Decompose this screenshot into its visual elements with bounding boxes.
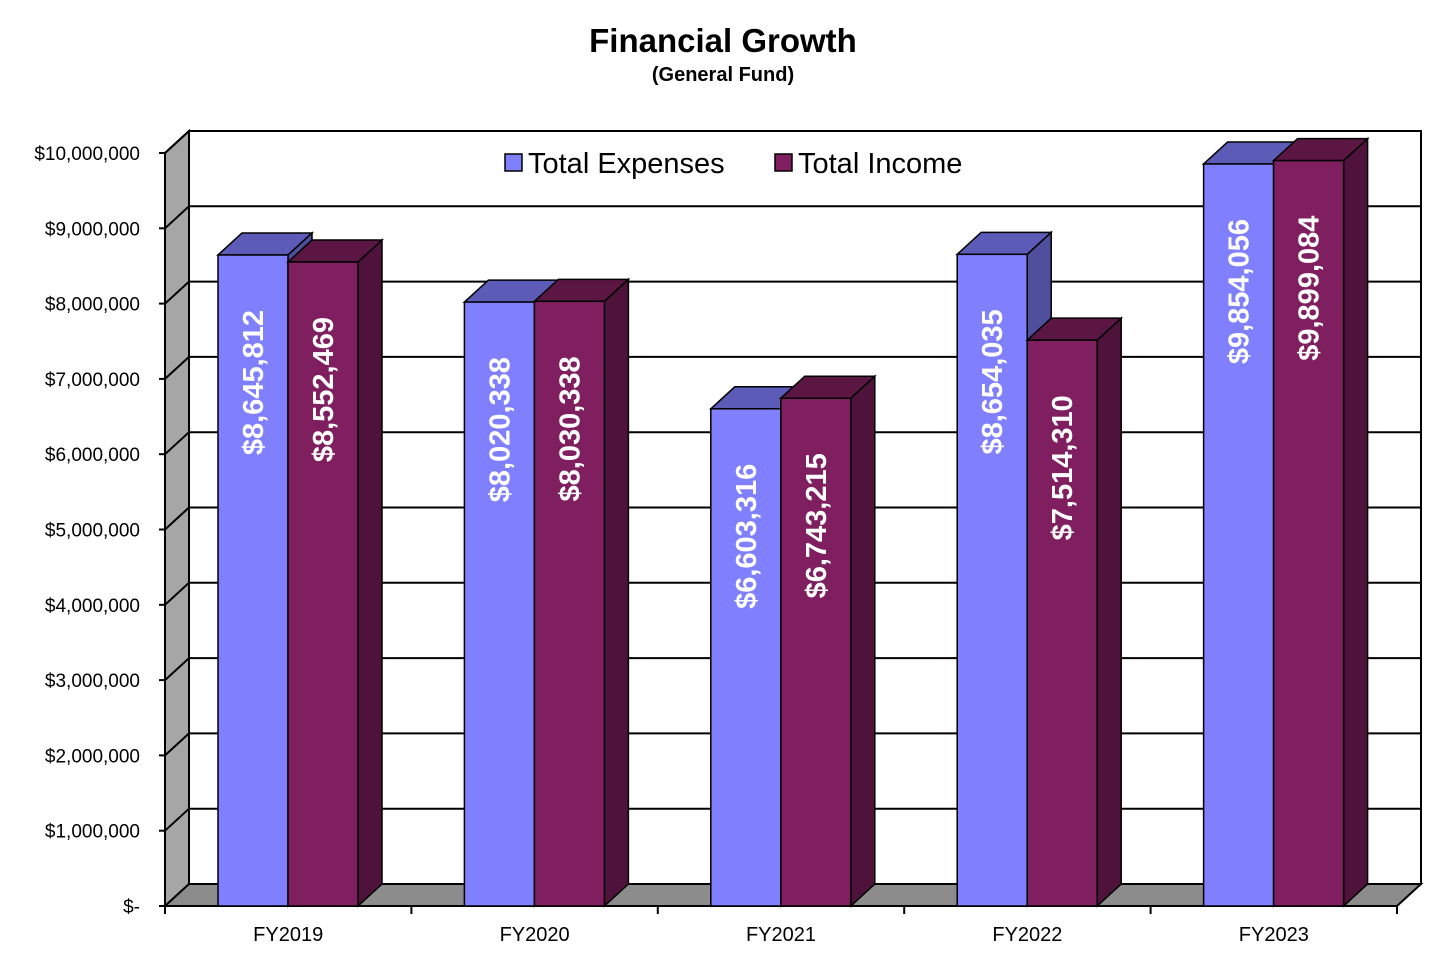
legend-item: Total Expenses bbox=[504, 148, 725, 180]
data-label: $7,514,310 bbox=[1047, 395, 1079, 540]
bar-front bbox=[780, 397, 852, 907]
bar-side bbox=[1096, 316, 1122, 908]
x-tick-label: FY2019 bbox=[253, 924, 323, 946]
bar: $6,743,215 bbox=[778, 374, 877, 908]
bar-side bbox=[603, 277, 630, 908]
y-tick-label: $1,000,000 bbox=[45, 822, 140, 843]
gridline bbox=[164, 130, 1421, 154]
data-label: $9,854,056 bbox=[1224, 219, 1256, 364]
y-tick-label: $- bbox=[123, 897, 140, 918]
legend-item: Total Income bbox=[774, 148, 962, 180]
data-label: $8,552,469 bbox=[308, 317, 340, 462]
y-tick-label: $9,000,000 bbox=[45, 219, 140, 240]
bar: $9,899,084 bbox=[1271, 136, 1370, 908]
gridline bbox=[164, 205, 1421, 230]
legend-swatch bbox=[504, 153, 523, 172]
data-label: $8,654,035 bbox=[977, 309, 1009, 454]
x-tick-label: FY2020 bbox=[500, 924, 570, 946]
legend-label: Total Expenses bbox=[528, 148, 725, 180]
legend-label: Total Income bbox=[798, 148, 962, 180]
bar-front bbox=[533, 300, 606, 907]
bar-side bbox=[357, 238, 383, 908]
legend-swatch bbox=[774, 153, 793, 172]
y-tick-label: $6,000,000 bbox=[45, 445, 140, 466]
y-tick-label: $10,000,000 bbox=[34, 144, 140, 165]
y-tick-label: $2,000,000 bbox=[45, 746, 140, 767]
x-tick-label: FY2021 bbox=[746, 924, 816, 946]
bar-front bbox=[1202, 163, 1275, 907]
bar: $8,030,338 bbox=[532, 277, 631, 908]
chart-title: Financial Growth bbox=[589, 22, 857, 59]
y-tick-label: $3,000,000 bbox=[45, 671, 140, 692]
bar-front bbox=[710, 408, 782, 907]
data-label: $8,030,338 bbox=[554, 356, 586, 501]
data-label: $8,645,812 bbox=[238, 310, 270, 455]
y-tick-label: $7,000,000 bbox=[45, 370, 140, 391]
bar-front bbox=[463, 301, 536, 907]
bar-front bbox=[1026, 339, 1098, 907]
x-tick-label: FY2023 bbox=[1239, 924, 1309, 946]
value-axis: $- $1,000,000 $2,000,000 $3,000,000 $4,000,0… bbox=[34, 144, 1398, 946]
y-tick-label: $5,000,000 bbox=[45, 521, 140, 542]
bar-front bbox=[956, 253, 1028, 907]
chart-subtitle: (General Fund) bbox=[651, 64, 795, 86]
x-tick-label: FY2022 bbox=[992, 924, 1062, 946]
bar-side bbox=[850, 374, 876, 908]
data-label: $8,020,338 bbox=[484, 357, 516, 502]
legend: Total Expenses Total Income bbox=[504, 148, 962, 180]
data-label: $6,603,316 bbox=[731, 464, 763, 609]
data-label: $9,899,084 bbox=[1294, 216, 1326, 361]
bar-front bbox=[287, 261, 359, 907]
bar: $7,514,310 bbox=[1025, 316, 1124, 908]
bar-front bbox=[1272, 159, 1345, 907]
y-tick-label: $8,000,000 bbox=[45, 295, 140, 316]
bar: $8,552,469 bbox=[286, 238, 384, 908]
bar-side bbox=[1342, 136, 1369, 908]
bar-front bbox=[217, 254, 289, 907]
bars: $8,645,812 $8,552,469 $8,020,338 $8,030,338… bbox=[216, 136, 1370, 908]
data-label: $6,743,215 bbox=[801, 453, 833, 598]
y-tick-label: $4,000,000 bbox=[45, 596, 140, 617]
